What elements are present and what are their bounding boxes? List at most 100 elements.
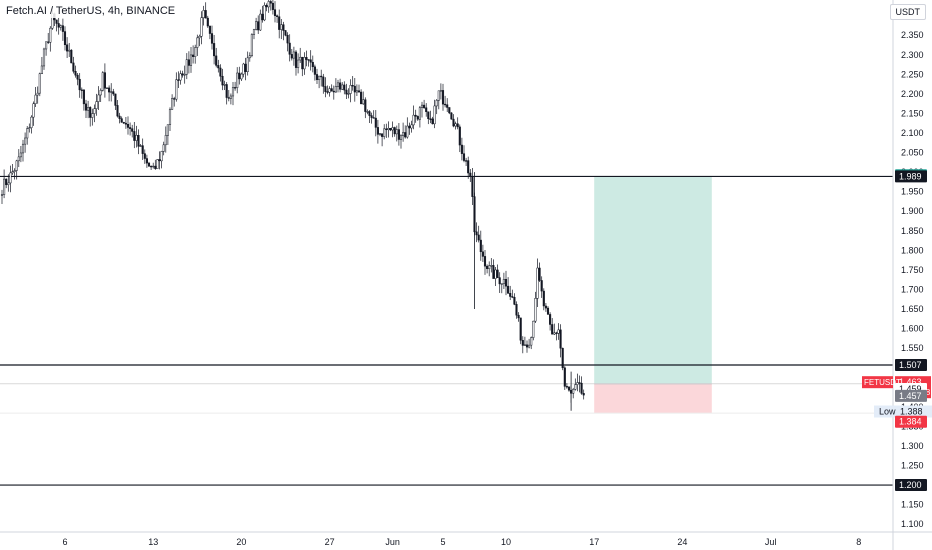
- candle-body: [341, 84, 344, 90]
- candle-body: [238, 72, 241, 80]
- candle-body: [215, 55, 218, 66]
- target-zone[interactable]: [594, 176, 712, 384]
- price-tags: 1.9921.9891.5071.2001.46301:02:18FETUSDT…: [862, 169, 932, 492]
- candle-body: [72, 62, 75, 72]
- candle-body: [21, 143, 25, 154]
- chart-title: Fetch.AI / TetherUS, 4h, BINANCE: [4, 4, 178, 18]
- time-tick-label: Jun: [385, 537, 400, 547]
- candle-body: [95, 101, 98, 109]
- candle-body: [160, 151, 163, 162]
- currency-label[interactable]: USDT: [889, 4, 926, 20]
- candle-body: [246, 57, 249, 72]
- candle-body: [540, 280, 543, 292]
- candle-body: [580, 382, 583, 394]
- candle-body: [70, 49, 73, 64]
- candle-body: [416, 116, 419, 120]
- candle-body: [234, 87, 237, 89]
- candle-body: [63, 31, 67, 46]
- candle-body: [181, 73, 184, 76]
- level-price-tag: 1.989: [899, 171, 922, 181]
- price-tick-label: 1.600: [901, 324, 924, 334]
- candle-body: [376, 127, 379, 135]
- candle-body: [517, 314, 520, 319]
- price-axis[interactable]: 1.1001.1501.2001.2501.3001.3501.4001.450…: [892, 0, 924, 550]
- candle-body: [332, 90, 335, 93]
- candle-body: [131, 128, 134, 132]
- candle-body: [66, 44, 69, 52]
- candle-body: [389, 127, 392, 131]
- candle-body: [34, 94, 37, 104]
- candle-body: [173, 98, 176, 100]
- candle-body: [259, 13, 262, 31]
- candle-body: [229, 95, 232, 99]
- candle-body: [318, 75, 321, 80]
- candle-body: [549, 314, 552, 325]
- candle-body: [536, 267, 539, 299]
- candle-body: [437, 90, 440, 101]
- price-tick-label: 1.800: [901, 245, 924, 255]
- candle-body: [500, 283, 503, 285]
- time-tick-label: 6: [62, 537, 67, 547]
- low-label: Low: [879, 407, 896, 417]
- candle-body: [299, 56, 302, 61]
- time-tick-label: 17: [589, 537, 599, 547]
- position-zones[interactable]: [594, 176, 712, 414]
- candle-body: [101, 72, 104, 91]
- price-tick-label: 2.200: [901, 89, 924, 99]
- candle-body: [143, 153, 146, 159]
- candle-body: [284, 30, 287, 36]
- candle-body: [347, 93, 350, 95]
- candle-body: [103, 72, 106, 89]
- candle-body: [276, 15, 279, 17]
- candle-body: [563, 367, 566, 387]
- candle-body: [280, 24, 283, 30]
- candle-body: [84, 103, 88, 111]
- candle-body: [15, 160, 18, 171]
- candle-body: [294, 51, 298, 68]
- price-tick-label: 1.550: [901, 343, 924, 353]
- candle-body: [202, 10, 205, 18]
- candle-body: [557, 329, 560, 334]
- candle-body: [141, 145, 144, 154]
- horizontal-levels[interactable]: [0, 175, 893, 486]
- entry-price-tag: 1.459: [899, 384, 922, 394]
- candle-body: [572, 389, 575, 394]
- candle-body: [175, 79, 178, 100]
- candle-body: [13, 170, 16, 172]
- candle-body: [0, 194, 4, 196]
- candle-body: [498, 277, 501, 285]
- time-tick-label: Jul: [765, 537, 777, 547]
- candle-body: [221, 75, 224, 86]
- candle-body: [366, 111, 369, 113]
- candle-body: [521, 340, 524, 346]
- time-tick-label: 10: [501, 537, 511, 547]
- candle-body: [515, 304, 518, 316]
- candle-body: [124, 122, 127, 125]
- candle-body: [523, 344, 526, 346]
- candle-body: [263, 5, 266, 21]
- time-tick-label: 13: [148, 537, 158, 547]
- candle-body: [465, 160, 468, 162]
- stop-zone[interactable]: [594, 383, 712, 414]
- candle-body: [513, 296, 516, 305]
- candle-body: [402, 132, 405, 137]
- candle-body: [441, 90, 445, 105]
- candle-body: [448, 107, 451, 114]
- candle-body: [328, 88, 331, 93]
- time-axis[interactable]: 6 13 20 27 Jun 5 10 17 24 Jul 8: [0, 531, 932, 547]
- candle-body: [152, 165, 155, 168]
- candle-body: [223, 84, 226, 86]
- candle-body: [456, 123, 459, 128]
- candle-body: [112, 91, 115, 95]
- candle-body: [462, 153, 466, 161]
- candle-body: [387, 127, 390, 131]
- candle-body: [76, 74, 79, 80]
- candle-body: [19, 152, 22, 158]
- candle-body: [488, 265, 491, 269]
- candle-body: [374, 117, 377, 128]
- candle-body: [534, 298, 537, 322]
- candle-body: [171, 98, 174, 110]
- candle-body: [360, 91, 363, 105]
- candle-body: [9, 172, 12, 184]
